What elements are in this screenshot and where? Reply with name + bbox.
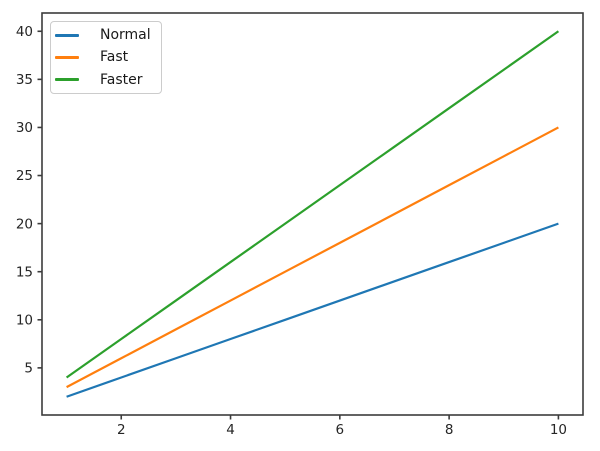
y-tick-label: 20 — [16, 216, 33, 232]
legend-item-faster: Faster — [55, 69, 153, 91]
x-tick-label: 10 — [550, 422, 567, 438]
legend-line-sample-normal — [55, 33, 79, 37]
legend-line-sample-faster — [55, 78, 79, 82]
series-line-normal — [66, 222, 559, 398]
legend-label-fast: Fast — [100, 49, 129, 66]
y-tick-label: 15 — [16, 264, 33, 280]
legend-label-normal: Normal — [100, 27, 151, 44]
y-tick-label: 35 — [16, 72, 33, 88]
series-line-faster — [65, 30, 560, 379]
y-tick-label: 30 — [16, 120, 33, 136]
series-line-fast — [66, 126, 559, 389]
legend-label-faster: Faster — [100, 71, 143, 88]
legend-line-sample-fast — [55, 55, 79, 59]
legend: Normal Fast Faster — [50, 21, 162, 94]
y-tick-label: 25 — [16, 168, 33, 184]
x-tick-label: 6 — [336, 422, 345, 438]
x-tick-label: 4 — [226, 422, 235, 438]
y-tick-label: 10 — [16, 312, 33, 328]
axes-spines — [41, 12, 584, 416]
x-tick-label: 8 — [445, 422, 454, 438]
legend-item-fast: Fast — [55, 46, 153, 68]
y-tick-label: 5 — [24, 361, 33, 377]
legend-item-normal: Normal — [55, 24, 153, 46]
y-tick-label: 40 — [16, 24, 33, 40]
x-tick-label: 2 — [117, 422, 126, 438]
